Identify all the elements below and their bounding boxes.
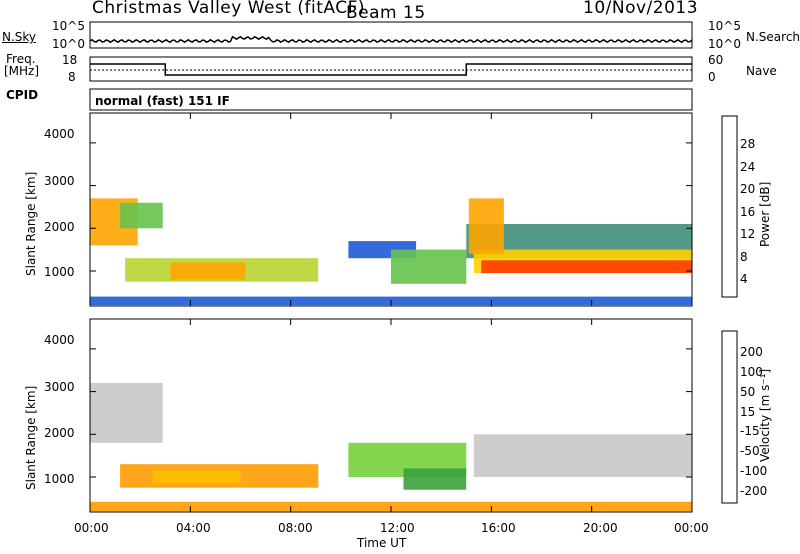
nave-tick-bottom: 0 <box>708 70 716 84</box>
velocity-cbar-tick: -100 <box>740 464 768 478</box>
power-ytick: 3000 <box>44 174 75 188</box>
power-cbar-tick: 20 <box>740 182 756 196</box>
velocity-echo-region <box>403 468 467 490</box>
cpid-panel-frame <box>89 88 693 111</box>
velocity-ytick: 4000 <box>44 333 75 347</box>
velocity-cbar-tick: -15 <box>740 424 760 438</box>
station-title: Christmas Valley West (fitACF) <box>92 0 366 18</box>
power-cbar-tick: 8 <box>740 250 748 264</box>
freq-unit-label: [MHz] <box>4 64 40 78</box>
power-cbar-tick: 16 <box>740 205 756 219</box>
freq-trace <box>90 63 692 76</box>
date-label: 10/Nov/2013 <box>583 0 699 18</box>
velocity-cbar-tick: 200 <box>740 345 763 359</box>
velocity-ytick: 2000 <box>44 426 75 440</box>
power-echo-region <box>120 202 163 229</box>
nsearch-tick-top: 10^5 <box>708 19 741 33</box>
noise-trace <box>89 35 693 44</box>
power-ytick: 4000 <box>44 127 75 141</box>
freq-tick-top: 18 <box>62 53 78 67</box>
velocity-ytick: 3000 <box>44 380 75 394</box>
velocity-cbar-tick: -50 <box>740 444 760 458</box>
nsearch-label: N.Search <box>746 30 800 44</box>
xtick: 04:00 <box>176 521 211 535</box>
xlabel: Time UT <box>357 536 407 550</box>
noise-panel-frame <box>89 21 693 49</box>
nsky-label: N.Sky <box>2 30 37 44</box>
velocity-echo-region <box>90 383 163 443</box>
velocity-cbar-tick: 100 <box>740 365 763 379</box>
power-cbar-tick: 24 <box>740 160 756 174</box>
velocity-colorbar-frame <box>721 330 738 504</box>
power-ytick: 1000 <box>44 265 75 279</box>
nsearch-tick-bottom: 10^0 <box>708 37 741 51</box>
power-echo-region <box>481 260 692 274</box>
cpid-label: CPID <box>6 88 39 102</box>
velocity-echo-region <box>473 434 692 477</box>
nsky-tick-bottom: 10^0 <box>52 37 85 51</box>
power-colorbar-frame <box>721 115 738 298</box>
power-cbar-tick: 12 <box>740 227 756 241</box>
xtick: 08:00 <box>278 521 313 535</box>
nsky-tick-top: 10^5 <box>52 19 85 33</box>
xtick: 00:00 <box>674 521 709 535</box>
power-echo-region <box>170 262 246 280</box>
xtick: 00:00 <box>74 521 109 535</box>
nave-label: Nave <box>746 64 777 78</box>
power-cbar-tick: 28 <box>740 137 756 151</box>
xtick: 20:00 <box>583 521 618 535</box>
power-ytick: 2000 <box>44 220 75 234</box>
nave-tick-top: 60 <box>708 53 724 67</box>
velocity-cbar-tick: 15 <box>740 405 756 419</box>
velocity-cbar-tick: 50 <box>740 385 756 399</box>
velocity-ytick: 1000 <box>44 472 75 486</box>
power-echo-region <box>468 198 504 254</box>
velocity-echo-region <box>152 470 241 484</box>
power-cbar-tick: 4 <box>740 272 748 286</box>
freq-tick-bottom: 8 <box>68 70 76 84</box>
xtick: 16:00 <box>481 521 516 535</box>
freq-panel-frame <box>89 56 693 82</box>
freq-label: Freq. <box>6 52 36 66</box>
beam-label: Beam 15 <box>346 3 426 23</box>
velocity-cbar-tick: -200 <box>740 484 768 498</box>
cpid-mode: normal (fast) 151 IF <box>95 94 230 108</box>
xtick: 12:00 <box>380 521 415 535</box>
power-echo-region <box>391 249 467 284</box>
